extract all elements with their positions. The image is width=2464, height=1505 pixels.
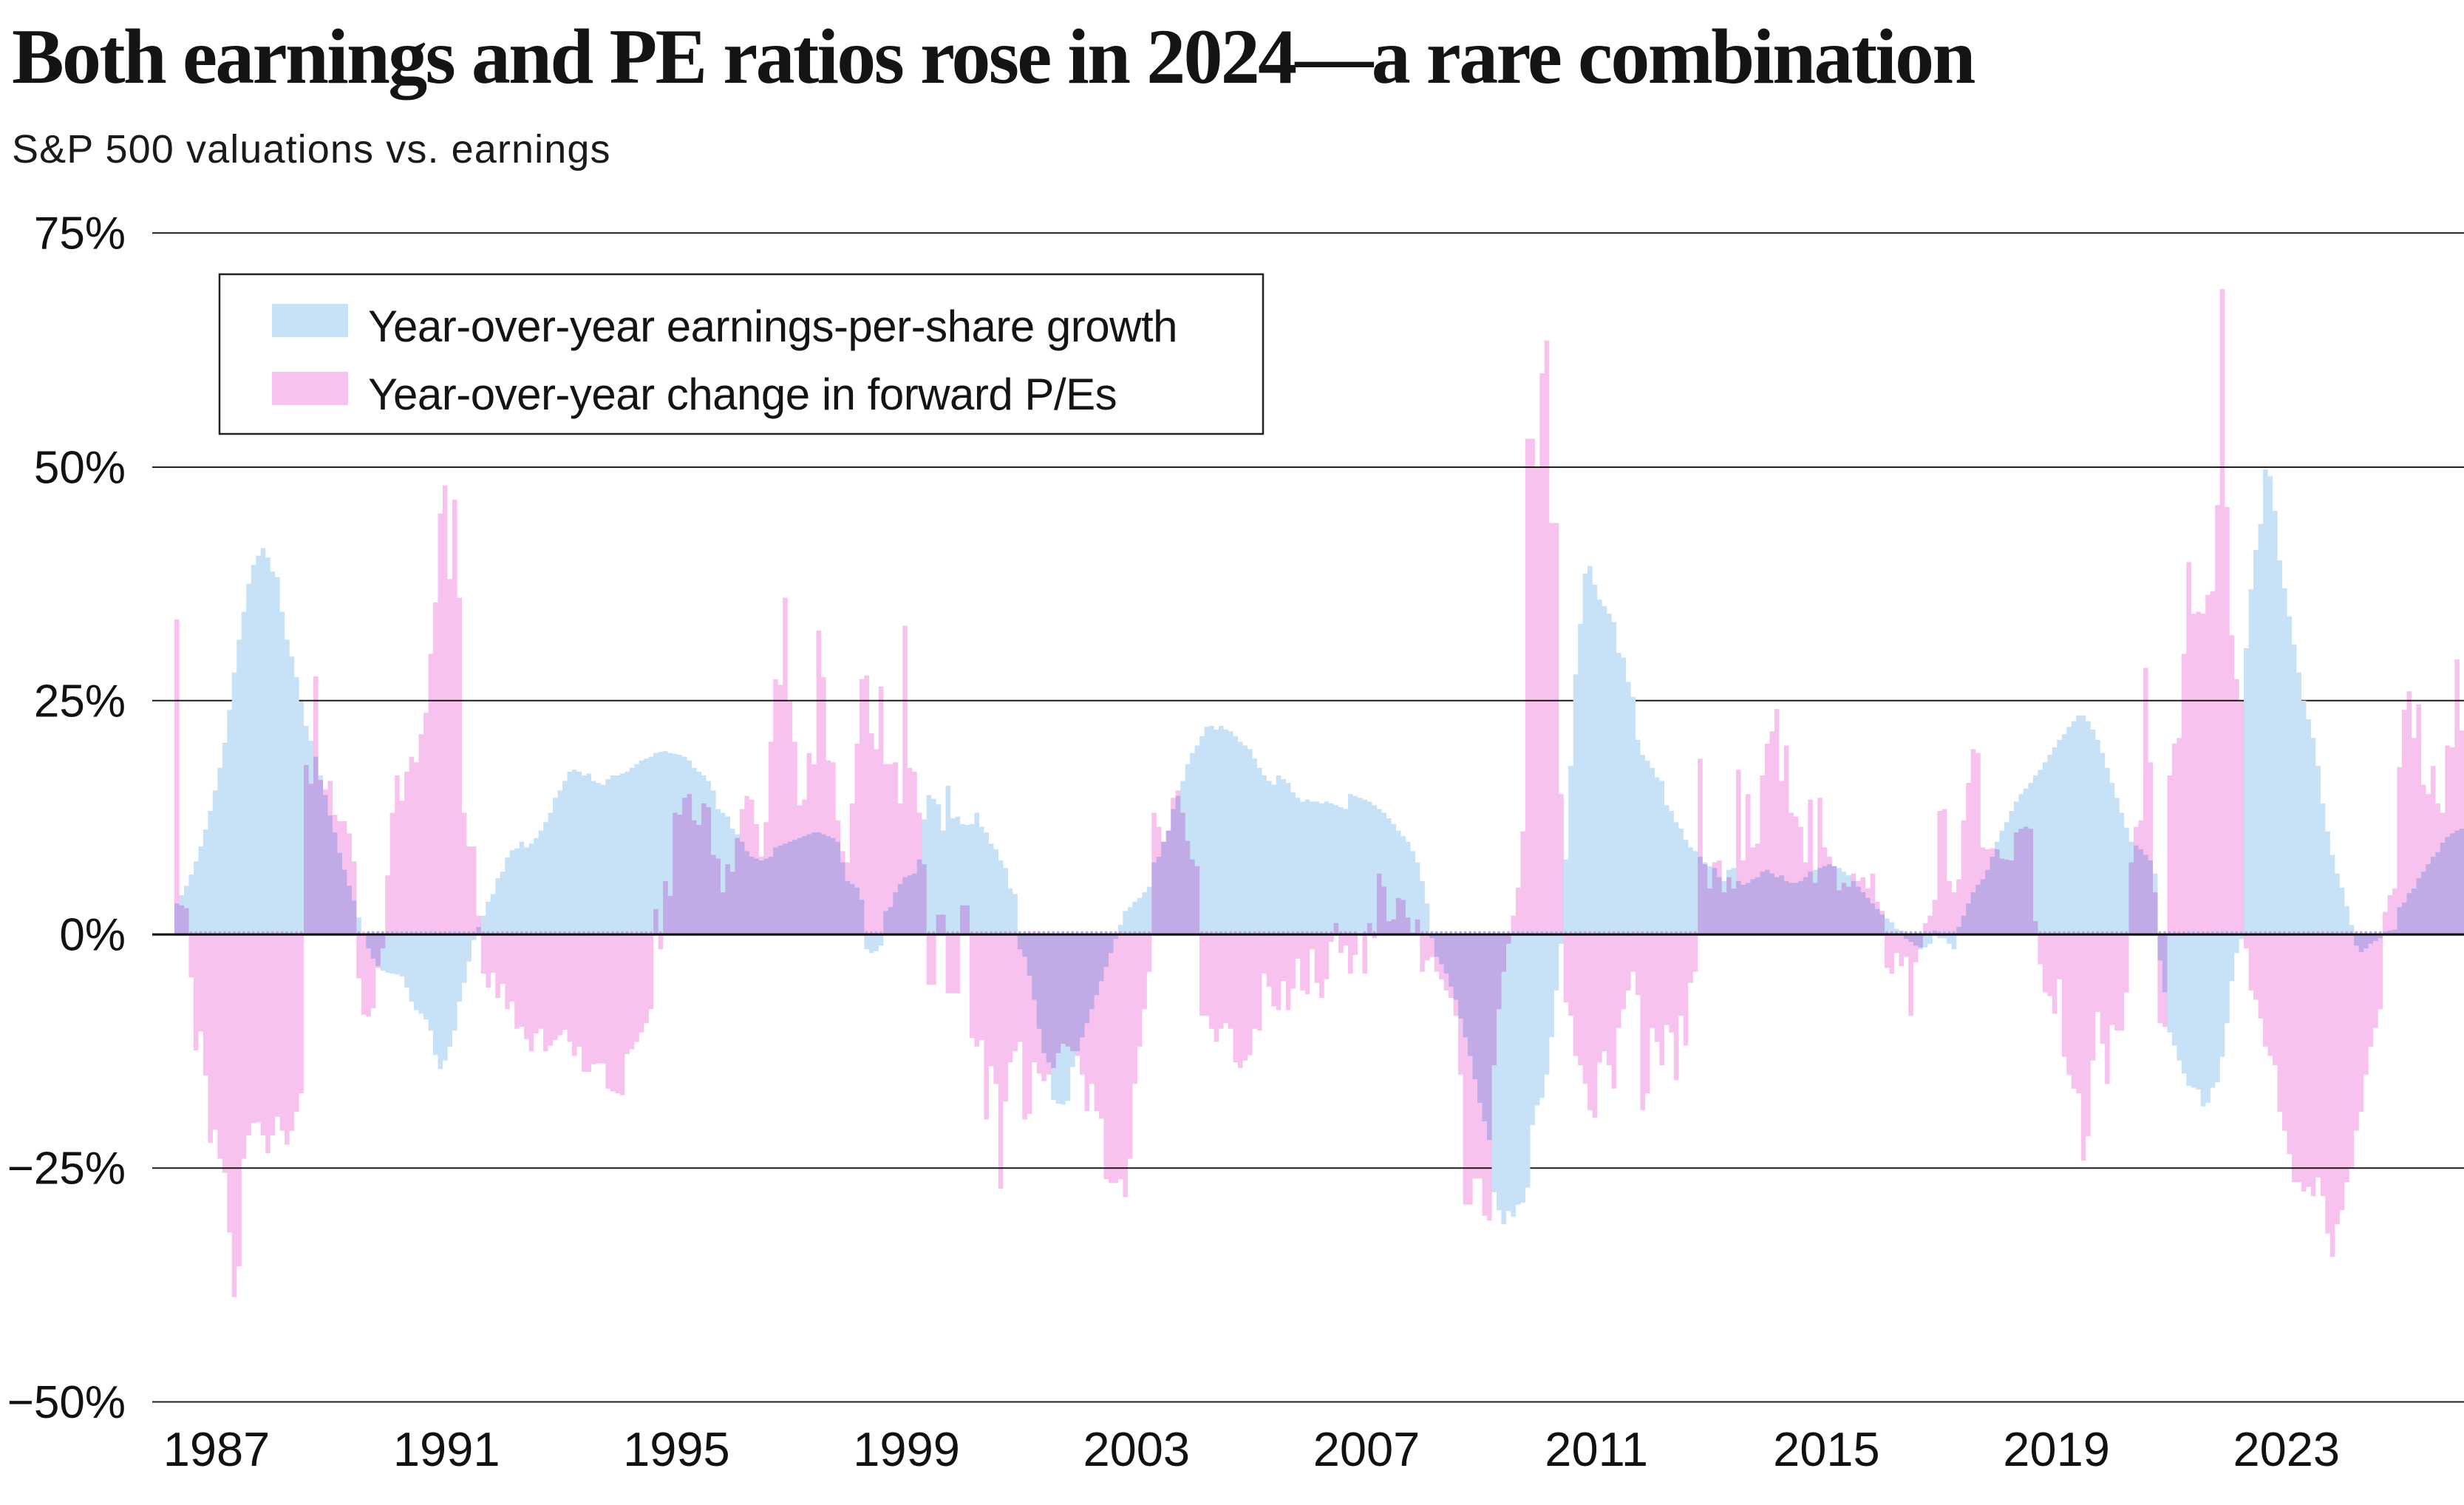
svg-text:2007: 2007 xyxy=(1313,1422,1420,1476)
svg-text:1995: 1995 xyxy=(623,1422,730,1476)
svg-text:25%: 25% xyxy=(34,676,126,727)
svg-text:0%: 0% xyxy=(59,910,126,961)
svg-text:2015: 2015 xyxy=(1773,1422,1880,1476)
svg-text:−25%: −25% xyxy=(7,1144,126,1195)
svg-text:2019: 2019 xyxy=(2003,1422,2110,1476)
svg-text:1991: 1991 xyxy=(393,1422,500,1476)
svg-text:2023: 2023 xyxy=(2233,1422,2340,1476)
svg-text:1987: 1987 xyxy=(163,1422,270,1476)
svg-text:Year-over-year change in forwa: Year-over-year change in forward P/Es xyxy=(368,370,1117,419)
svg-text:2003: 2003 xyxy=(1083,1422,1190,1476)
svg-text:75%: 75% xyxy=(34,208,126,259)
svg-text:50%: 50% xyxy=(34,443,126,494)
svg-text:−50%: −50% xyxy=(7,1377,126,1428)
svg-text:Year-over-year earnings-per-sh: Year-over-year earnings-per-share growth xyxy=(368,302,1177,351)
svg-text:2011: 2011 xyxy=(1545,1422,1648,1476)
svg-text:1999: 1999 xyxy=(853,1422,960,1476)
